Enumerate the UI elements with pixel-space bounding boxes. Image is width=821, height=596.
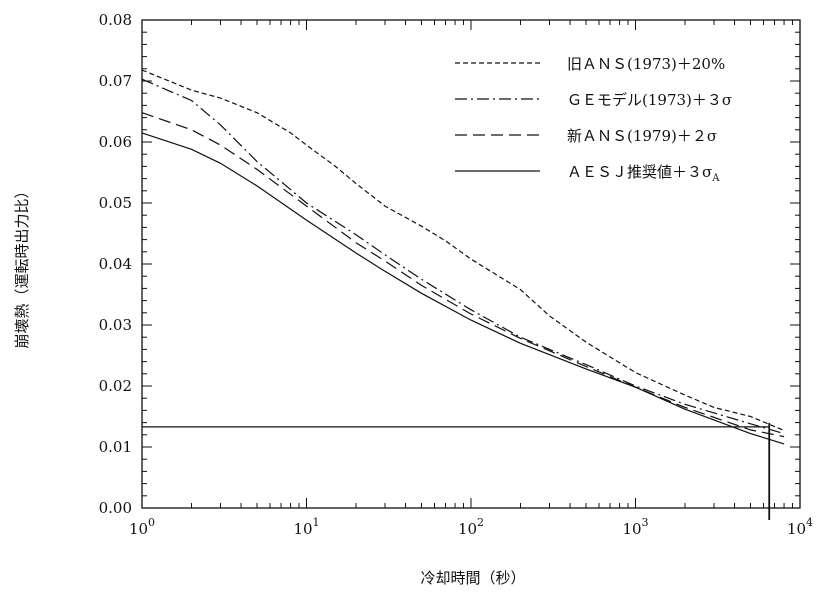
- y-tick-label: 0.06: [99, 133, 132, 151]
- reference-line-group: [142, 422, 771, 520]
- y-tick-label: 0.07: [99, 72, 132, 90]
- series-lines: [141, 69, 785, 445]
- x-tick-labels: 100 101 102 103 104: [129, 516, 813, 538]
- y-tick-labels: 0.00 0.01 0.02 0.03 0.04 0.05 0.06 0.07 0.08: [99, 11, 132, 517]
- y-tick-label: 0.08: [99, 11, 132, 29]
- legend-label-2: ＧＥモデル(1973)＋３σ: [567, 91, 732, 109]
- series-line-1: [141, 69, 785, 432]
- y-tick-label: 0.02: [99, 377, 132, 395]
- legend-label-4: ＡＥＳＪ推奨値＋３σA: [567, 163, 720, 184]
- x-tick-label: 104: [787, 516, 813, 538]
- y-tick-label: 0.01: [99, 438, 132, 456]
- y-axis-title: 崩壊熱（運転時出力比）: [13, 183, 31, 348]
- legend: 旧ＡＮＳ(1973)＋20% ＧＥモデル(1973)＋３σ 新ＡＮＳ(1979)＋２…: [455, 55, 732, 184]
- series-line-2: [141, 78, 785, 435]
- y-tick-label: 0.00: [99, 499, 132, 517]
- axis-ticks: [141, 19, 800, 509]
- legend-label-1: 旧ＡＮＳ(1973)＋20%: [567, 55, 725, 73]
- x-tick-label: 101: [293, 516, 319, 538]
- y-tick-label: 0.03: [99, 316, 132, 334]
- x-axis-title: 冷却時間（秒）: [420, 569, 525, 587]
- x-tick-label: 102: [458, 516, 484, 538]
- legend-label-3: 新ＡＮＳ(1979)＋２σ: [567, 127, 717, 145]
- series-line-4: [141, 132, 785, 445]
- y-tick-label: 0.04: [99, 255, 132, 273]
- x-tick-label: 100: [129, 516, 155, 538]
- y-tick-label: 0.05: [99, 194, 132, 212]
- series-line-3: [141, 112, 785, 438]
- x-tick-label: 103: [622, 516, 648, 538]
